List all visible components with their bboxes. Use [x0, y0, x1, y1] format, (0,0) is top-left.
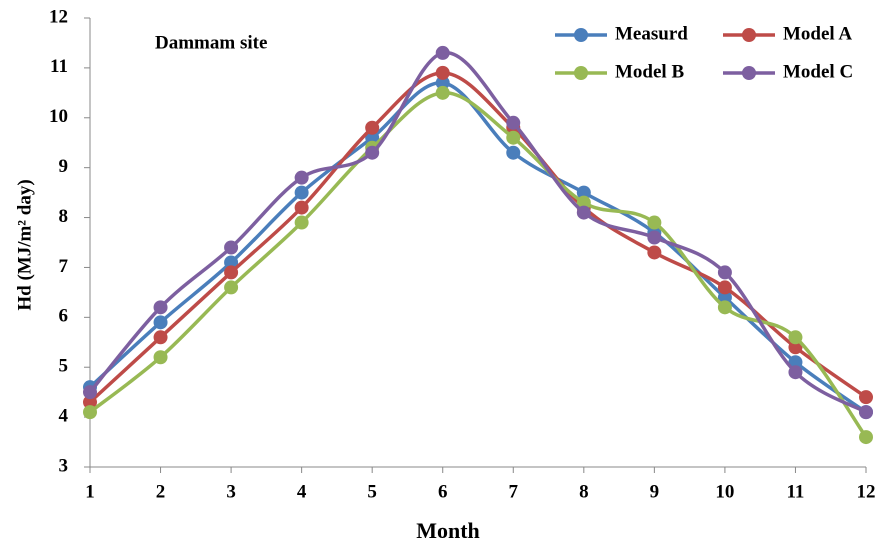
y-tick-label: 12 — [49, 6, 68, 27]
data-point — [717, 265, 732, 280]
data-point — [647, 215, 662, 230]
y-tick-label: 9 — [59, 156, 69, 177]
x-tick-label: 1 — [85, 481, 95, 502]
data-point — [365, 145, 380, 160]
data-point — [153, 350, 168, 365]
series-line — [88, 81, 868, 414]
y-tick-label: 6 — [59, 306, 69, 327]
x-tick-label: 2 — [156, 481, 166, 502]
y-tick-label: 10 — [49, 106, 68, 127]
x-tick-label: 8 — [579, 481, 589, 502]
data-point — [224, 280, 239, 295]
series-line — [88, 51, 867, 414]
data-point — [859, 430, 873, 445]
data-point — [224, 265, 239, 280]
data-point — [647, 230, 662, 245]
x-tick-label: 10 — [715, 481, 734, 502]
data-point — [859, 390, 873, 405]
y-axis-label: Hd (MJ/m² day) — [14, 179, 35, 310]
x-tick-label: 3 — [226, 481, 236, 502]
data-point — [83, 395, 97, 410]
y-tick-label: 7 — [59, 256, 69, 277]
data-point — [83, 405, 97, 420]
data-point — [717, 300, 732, 315]
annotation: Dammam site — [155, 32, 267, 53]
data-point — [576, 185, 591, 200]
x-tick-label: 6 — [438, 481, 448, 502]
y-tick-label: 3 — [59, 455, 69, 476]
data-point — [294, 215, 309, 230]
data-point — [435, 85, 450, 100]
y-tick-label: 4 — [59, 405, 69, 426]
y-tick-label: 8 — [59, 206, 69, 227]
data-point — [576, 195, 591, 210]
legend-marker — [742, 28, 756, 42]
legend-label: Model B — [615, 61, 684, 82]
series-line — [88, 71, 868, 404]
x-tick-label: 7 — [509, 481, 519, 502]
data-point — [294, 170, 309, 185]
y-tick-label: 5 — [59, 356, 69, 377]
legend-label: Model C — [783, 61, 853, 82]
data-point — [294, 185, 309, 200]
x-tick-label: 4 — [297, 481, 307, 502]
data-point — [859, 405, 873, 420]
data-point — [506, 130, 521, 145]
x-tick-label: 12 — [857, 481, 876, 502]
data-point — [435, 45, 450, 60]
x-tick-label: 11 — [786, 481, 804, 502]
legend-marker — [742, 66, 756, 80]
y-tick-label: 11 — [50, 56, 68, 77]
data-point — [647, 245, 662, 260]
legend-label: Model A — [783, 23, 852, 44]
data-point — [365, 120, 380, 135]
x-tick-label: 5 — [367, 481, 377, 502]
data-point — [435, 75, 450, 90]
data-point — [788, 330, 803, 345]
data-point — [788, 340, 803, 355]
data-point — [224, 255, 239, 270]
data-point — [153, 330, 168, 345]
data-point — [83, 385, 97, 400]
data-point — [717, 290, 732, 305]
x-axis-label: Month — [416, 518, 480, 543]
data-point — [788, 365, 803, 380]
data-point — [435, 65, 450, 80]
data-point — [506, 115, 521, 130]
data-point — [365, 130, 380, 145]
x-tick-label: 9 — [650, 481, 660, 502]
data-point — [717, 280, 732, 295]
legend-label: Measurd — [615, 23, 688, 44]
data-point — [153, 315, 168, 330]
data-point — [576, 205, 591, 220]
data-point — [788, 355, 803, 370]
data-point — [506, 145, 521, 160]
series-line — [88, 91, 868, 439]
data-point — [153, 300, 168, 315]
data-point — [294, 200, 309, 215]
data-point — [224, 240, 239, 255]
legend-marker — [574, 28, 588, 42]
legend-marker — [574, 66, 588, 80]
